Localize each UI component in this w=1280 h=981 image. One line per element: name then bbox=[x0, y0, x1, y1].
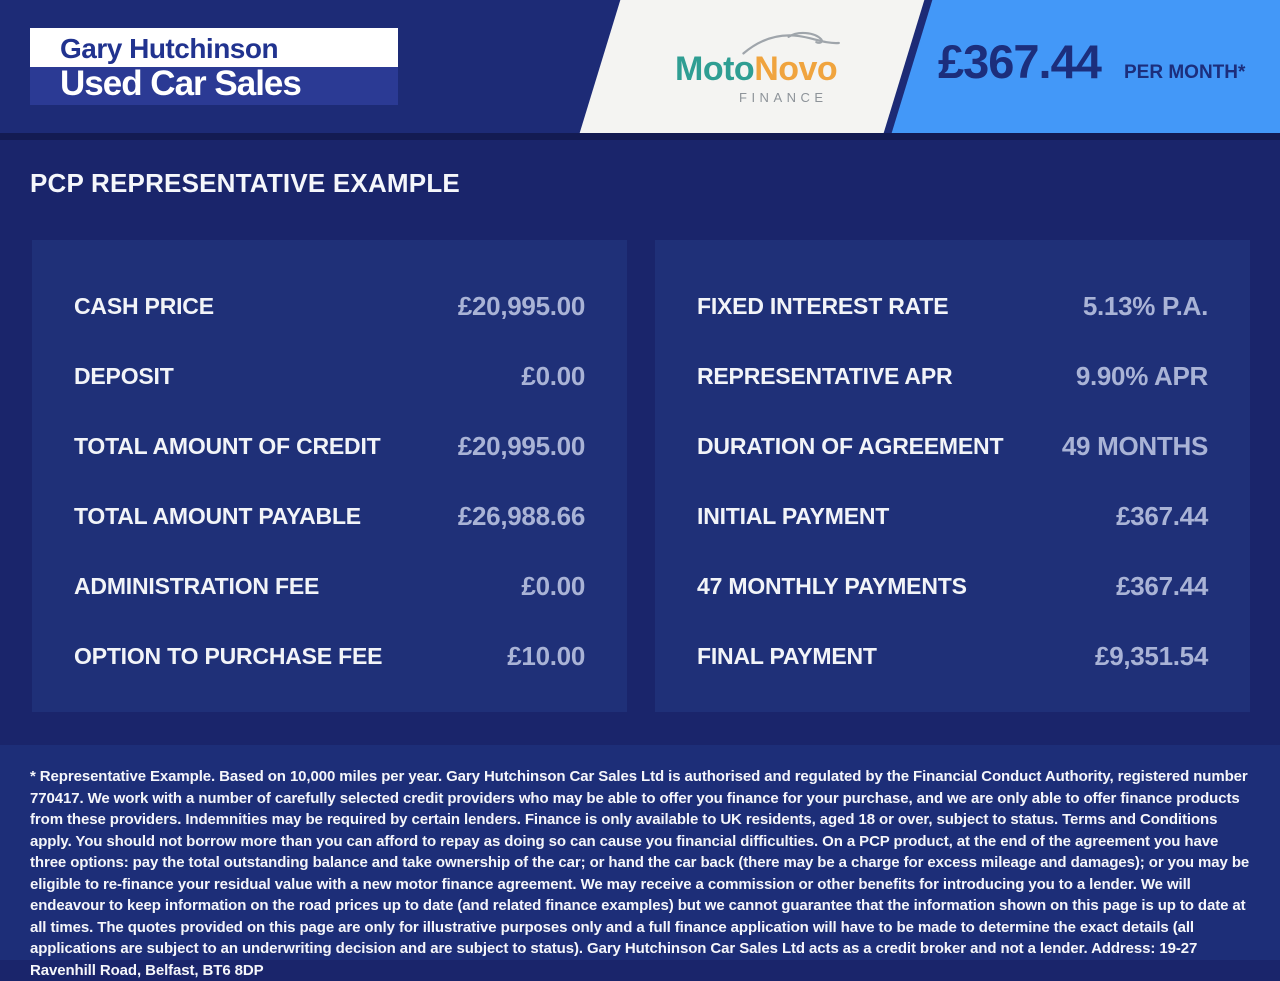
disclaimer-text: * Representative Example. Based on 10,00… bbox=[30, 768, 1250, 979]
finance-row: ADMINISTRATION FEE £0.00 bbox=[32, 551, 627, 621]
finance-row-value: 9.90% APR bbox=[1075, 360, 1208, 391]
finance-row-value: £9,351.54 bbox=[1095, 640, 1208, 671]
finance-row-value: £0.00 bbox=[521, 360, 585, 391]
main-section: PCP REPRESENTATIVE EXAMPLE CASH PRICE £2… bbox=[0, 140, 1280, 745]
finance-row-label: INITIAL PAYMENT bbox=[697, 502, 890, 529]
motonovo-wordmark: MotoNovo bbox=[675, 50, 838, 89]
finance-row: 47 MONTHLY PAYMENTS £367.44 bbox=[655, 551, 1250, 621]
finance-row-value: £20,995.00 bbox=[457, 290, 585, 321]
finance-row-label: 47 MONTHLY PAYMENTS bbox=[697, 572, 967, 599]
finance-row-value: 5.13% P.A. bbox=[1082, 290, 1208, 321]
finance-details-panel-left: CASH PRICE £20,995.00 DEPOSIT £0.00 TOTA… bbox=[32, 240, 627, 712]
motonovo-novo-text: Novo bbox=[754, 50, 838, 88]
finance-details-panel-right: FIXED INTEREST RATE 5.13% P.A. REPRESENT… bbox=[655, 240, 1250, 712]
header: Gary Hutchinson Used Car Sales MotoNovo … bbox=[0, 0, 1280, 133]
finance-row-label: TOTAL AMOUNT PAYABLE bbox=[74, 502, 361, 529]
dealer-logo: Gary Hutchinson Used Car Sales bbox=[30, 28, 398, 105]
finance-row-label: TOTAL AMOUNT OF CREDIT bbox=[74, 432, 381, 459]
finance-row-label: FINAL PAYMENT bbox=[697, 642, 877, 669]
finance-row: TOTAL AMOUNT OF CREDIT £20,995.00 bbox=[32, 411, 627, 481]
finance-row-label: DEPOSIT bbox=[74, 362, 174, 389]
monthly-price-amount: £367.44 bbox=[938, 35, 1102, 88]
finance-row: FIXED INTEREST RATE 5.13% P.A. bbox=[655, 271, 1250, 341]
finance-row-value: £10.00 bbox=[507, 640, 585, 671]
finance-row: DEPOSIT £0.00 bbox=[32, 341, 627, 411]
finance-row-label: OPTION TO PURCHASE FEE bbox=[74, 642, 383, 669]
monthly-price-period: PER MONTH* bbox=[1124, 62, 1246, 83]
finance-row: DURATION OF AGREEMENT 49 MONTHS bbox=[655, 411, 1250, 481]
finance-row-label: DURATION OF AGREEMENT bbox=[697, 432, 1004, 459]
finance-row-value: £367.44 bbox=[1116, 570, 1208, 601]
motonovo-finance-text: FINANCE bbox=[739, 90, 828, 105]
header-divider bbox=[0, 133, 1280, 140]
finance-row: CASH PRICE £20,995.00 bbox=[32, 271, 627, 341]
car-swoosh-icon bbox=[742, 31, 840, 55]
footer: * Representative Example. Based on 10,00… bbox=[0, 745, 1280, 979]
finance-row-value: £367.44 bbox=[1116, 500, 1208, 531]
finance-row-label: CASH PRICE bbox=[74, 292, 214, 319]
finance-row: OPTION TO PURCHASE FEE £10.00 bbox=[32, 621, 627, 691]
finance-row: INITIAL PAYMENT £367.44 bbox=[655, 481, 1250, 551]
finance-row-value: £26,988.66 bbox=[457, 500, 585, 531]
finance-row: REPRESENTATIVE APR 9.90% APR bbox=[655, 341, 1250, 411]
motonovo-logo: MotoNovo FINANCE bbox=[675, 30, 855, 105]
motonovo-moto-text: Moto bbox=[675, 50, 755, 88]
dealer-tagline: Used Car Sales bbox=[30, 66, 398, 105]
finance-row: FINAL PAYMENT £9,351.54 bbox=[655, 621, 1250, 691]
finance-row-value: £20,995.00 bbox=[457, 430, 585, 461]
finance-row-label: REPRESENTATIVE APR bbox=[697, 362, 953, 389]
page-title: PCP REPRESENTATIVE EXAMPLE bbox=[30, 168, 460, 198]
finance-row-value: 49 MONTHS bbox=[1061, 430, 1208, 461]
finance-row-label: ADMINISTRATION FEE bbox=[74, 572, 320, 599]
finance-row-value: £0.00 bbox=[521, 570, 585, 601]
finance-row: TOTAL AMOUNT PAYABLE £26,988.66 bbox=[32, 481, 627, 551]
finance-row-label: FIXED INTEREST RATE bbox=[697, 292, 949, 319]
dealer-name: Gary Hutchinson bbox=[30, 28, 398, 67]
